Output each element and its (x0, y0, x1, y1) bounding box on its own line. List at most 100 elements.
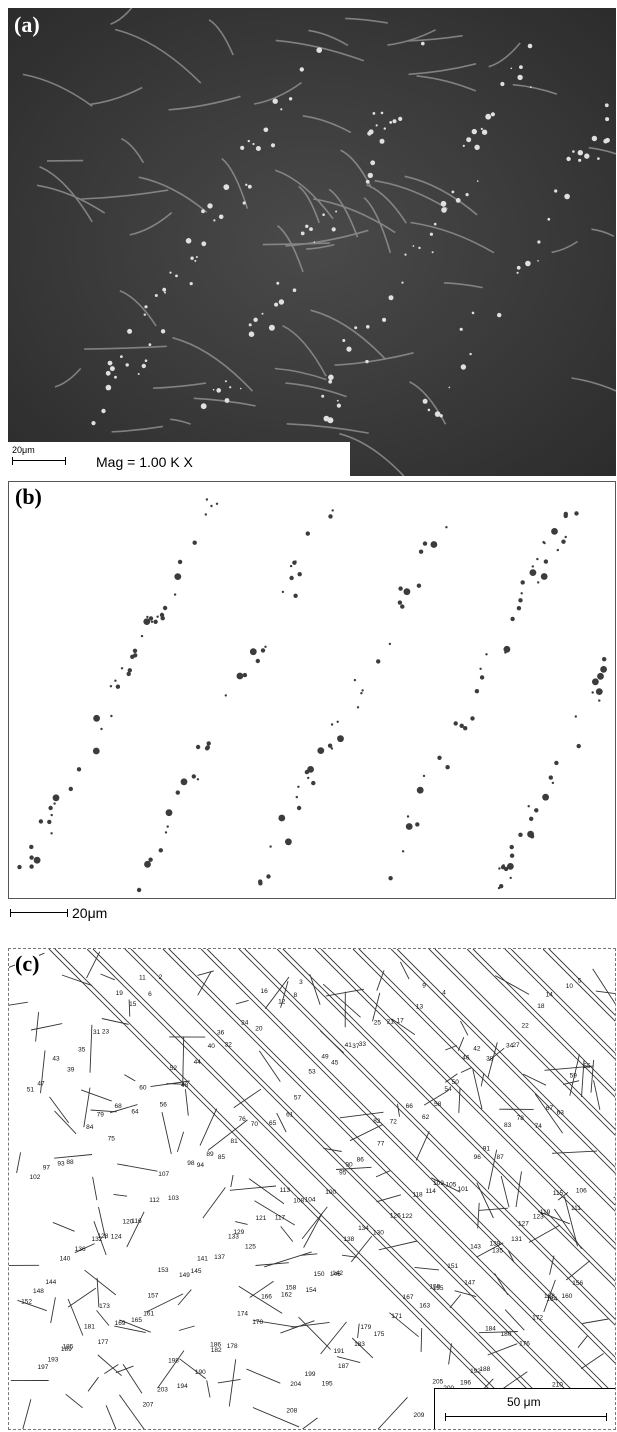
sem-particle (367, 172, 373, 179)
cell-number-label: 188 (479, 1366, 490, 1373)
particle-dot (93, 714, 100, 722)
cell-boundary (478, 1331, 518, 1334)
particle-dot (397, 600, 403, 605)
cell-boundary (336, 1166, 372, 1170)
sem-particle (274, 302, 279, 307)
sem-particle (383, 127, 386, 130)
cell-boundary (590, 1059, 595, 1093)
particle-dot (500, 865, 506, 870)
cell-number-label: 138 (343, 1236, 354, 1243)
particle-dot (510, 616, 515, 622)
cell-number-label: 15 (129, 1001, 137, 1008)
cell-boundary (431, 1177, 461, 1193)
particle-dot (192, 540, 197, 545)
cell-number-label: 180 (501, 1331, 512, 1338)
sem-ridge (172, 336, 254, 392)
cell-boundary (357, 1323, 360, 1339)
cell-boundary (40, 1050, 46, 1094)
sem-particle (160, 329, 166, 334)
particle-dot (376, 659, 381, 664)
cell-number-label: 2 (159, 974, 163, 981)
cell-number-label: 153 (158, 1267, 169, 1274)
cell-number-label: 204 (290, 1381, 301, 1388)
cell-number-label: 203 (157, 1386, 168, 1393)
particle-dot (576, 743, 581, 749)
cell-boundary (179, 1358, 206, 1379)
panel-label-c: (c) (15, 951, 40, 976)
sem-particle (313, 241, 316, 243)
particle-dot (331, 509, 334, 512)
sem-particle (404, 253, 407, 256)
cell-number-label: 106 (576, 1188, 587, 1195)
cell-boundary (528, 1224, 561, 1243)
particle-dot (330, 747, 334, 750)
sem-particle (398, 116, 403, 121)
cell-number-label: 112 (149, 1197, 160, 1204)
cell-number-label: 148 (33, 1288, 44, 1295)
sem-particle (91, 421, 96, 426)
cell-number-label: 134 (358, 1225, 369, 1232)
cell-number-label: 124 (111, 1233, 122, 1240)
cell-number-label: 141 (197, 1255, 208, 1262)
sem-particle (433, 222, 437, 226)
particle-dot (297, 785, 300, 788)
particle-dot (356, 706, 360, 709)
particle-dot (258, 881, 263, 886)
cell-number-label: 162 (281, 1292, 292, 1299)
cell-boundary (35, 1012, 40, 1042)
particle-dot (215, 502, 219, 505)
cell-boundary (507, 1250, 515, 1263)
particle-dot (536, 557, 539, 561)
cell-number-label: 48 (181, 1082, 189, 1089)
particle-dot (47, 819, 52, 825)
particle-dot (110, 714, 113, 718)
cell-boundary (235, 1221, 248, 1225)
cell-number-label: 132 (91, 1236, 102, 1243)
sem-particle (451, 190, 455, 194)
cell-number-label: 72 (390, 1118, 398, 1125)
particle-dot (520, 592, 523, 595)
sem-particle (418, 246, 421, 250)
particle-dot (498, 867, 501, 870)
particle-dot (470, 716, 475, 721)
particle-dot (196, 778, 200, 781)
cell-number-label: 193 (48, 1357, 59, 1364)
cell-boundary (487, 1149, 498, 1190)
sem-particle (389, 121, 393, 124)
cell-boundary (122, 1364, 143, 1394)
cell-boundary (197, 970, 212, 996)
cell-boundary (375, 1170, 390, 1178)
cell-boundary (119, 1319, 151, 1333)
sem-particle (239, 387, 242, 390)
sem-particle (460, 364, 467, 370)
cell-boundary (391, 1018, 416, 1035)
sem-particle (207, 203, 213, 209)
cell-boundary (74, 1243, 95, 1254)
particle-dot (422, 541, 428, 546)
sem-ridge (345, 17, 389, 24)
cell-number-label: 177 (98, 1339, 109, 1346)
sem-particle (195, 256, 198, 258)
sem-particle (471, 128, 477, 135)
cell-boundary (323, 1147, 342, 1152)
cell-boundary (92, 1176, 98, 1201)
sem-particle (412, 245, 415, 247)
cell-boundary (244, 949, 615, 1320)
particle-dot (165, 809, 173, 817)
cell-number-label: 160 (561, 1293, 572, 1300)
cell-boundary (128, 999, 131, 1017)
cell-boundary (428, 949, 615, 1136)
cell-boundary (448, 1343, 452, 1365)
sem-ridge (274, 367, 327, 381)
sem-particle (431, 251, 434, 254)
sem-particle (429, 232, 433, 236)
particle-dot (479, 667, 482, 670)
particle-dot (264, 645, 267, 648)
cell-number-label: 131 (511, 1236, 522, 1243)
sem-particle (336, 403, 341, 408)
cell-number-label: 147 (464, 1280, 475, 1287)
cell-number-label: 35 (78, 1047, 86, 1054)
particle-dot (598, 699, 601, 702)
cell-number-label: 123 (533, 1214, 544, 1221)
sem-particle (223, 184, 230, 191)
